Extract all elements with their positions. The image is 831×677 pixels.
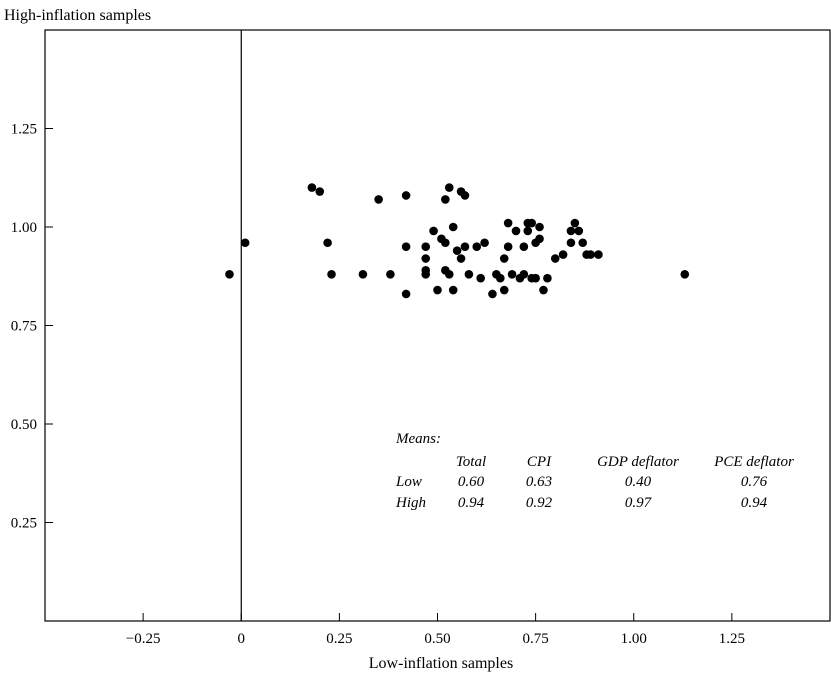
data-point <box>441 238 450 248</box>
data-point <box>441 195 450 204</box>
data-point <box>574 226 584 236</box>
data-point <box>452 246 462 255</box>
data-point <box>535 234 544 244</box>
data-point <box>519 269 529 279</box>
means-column-header: PCE deflator <box>713 454 794 470</box>
data-point <box>448 285 458 295</box>
data-point <box>531 273 540 283</box>
y-tick-label: 0.25 <box>11 516 37 532</box>
data-point <box>401 191 411 200</box>
data-point <box>401 242 411 251</box>
x-tick-label: 0.50 <box>424 631 450 647</box>
x-tick-label: 0 <box>238 631 246 647</box>
data-point <box>460 191 470 200</box>
data-point <box>535 222 544 232</box>
data-point <box>570 218 580 228</box>
data-point <box>519 242 529 251</box>
data-point <box>429 226 438 236</box>
scatter-points <box>225 183 690 299</box>
means-column-header: CPI <box>527 454 552 470</box>
data-point <box>433 285 442 295</box>
y-axis-title: High-inflation samples <box>4 7 151 24</box>
y-tick-label: 1.00 <box>11 220 37 236</box>
data-point <box>499 254 509 263</box>
data-point <box>444 269 454 279</box>
means-table: Means: Total CPI GDP deflator PCE deflator Lo… <box>395 431 794 511</box>
data-point <box>472 242 482 251</box>
data-point <box>566 226 576 236</box>
data-point <box>558 250 568 259</box>
data-point <box>507 269 517 279</box>
means-column-header: GDP deflator <box>597 454 679 470</box>
means-value: 0.94 <box>741 495 768 511</box>
x-axis-ticks: −0.25 0 0.25 0.50 0.75 1.00 1.25 <box>126 613 745 647</box>
means-row-label: Low <box>395 474 422 490</box>
data-point <box>460 242 470 251</box>
data-point <box>496 273 505 283</box>
y-axis-ticks: 0.25 0.50 0.75 1.00 1.25 <box>11 122 53 532</box>
data-point <box>511 226 521 236</box>
data-point <box>464 269 474 279</box>
means-value: 0.63 <box>526 474 552 490</box>
data-point <box>327 269 336 279</box>
y-tick-label: 0.50 <box>11 417 37 433</box>
data-point <box>523 226 533 236</box>
data-point <box>386 269 395 279</box>
data-point <box>358 269 368 279</box>
data-point <box>488 289 497 299</box>
data-point <box>499 285 509 295</box>
data-point <box>315 187 325 196</box>
means-column-header: Total <box>456 454 486 470</box>
data-point <box>680 269 690 279</box>
y-tick-label: 1.25 <box>11 122 37 138</box>
data-point <box>539 285 548 295</box>
x-axis-title: Low-inflation samples <box>369 655 513 672</box>
means-value: 0.60 <box>458 474 485 490</box>
data-point <box>401 289 411 299</box>
data-point <box>444 183 454 192</box>
data-point <box>503 242 513 251</box>
x-tick-label: 1.00 <box>621 631 647 647</box>
data-point <box>448 222 458 232</box>
data-point <box>578 238 588 248</box>
x-tick-label: 0.75 <box>523 631 549 647</box>
data-point <box>323 238 332 248</box>
means-value: 0.94 <box>458 495 485 511</box>
data-point <box>456 254 466 263</box>
data-point <box>586 250 595 259</box>
data-point <box>240 238 250 248</box>
data-point <box>421 242 431 251</box>
data-point <box>594 250 603 259</box>
data-point <box>374 195 383 204</box>
data-point <box>566 238 576 248</box>
means-value: 0.76 <box>741 474 768 490</box>
means-row-label: High <box>395 495 426 511</box>
x-tick-label: 0.25 <box>326 631 352 647</box>
x-tick-label: −0.25 <box>126 631 161 647</box>
data-point <box>550 254 560 263</box>
data-point <box>307 183 317 192</box>
data-point <box>503 218 513 228</box>
means-title: Means: <box>395 431 441 447</box>
means-value: 0.40 <box>625 474 652 490</box>
data-point <box>543 273 552 283</box>
data-point <box>476 273 485 283</box>
x-tick-label: 1.25 <box>719 631 745 647</box>
data-point <box>225 269 234 279</box>
y-tick-label: 0.75 <box>11 319 37 335</box>
plot-frame <box>44 29 831 622</box>
means-value: 0.92 <box>526 495 553 511</box>
data-point <box>480 238 489 248</box>
data-point <box>421 254 431 263</box>
data-point <box>527 218 536 228</box>
means-value: 0.97 <box>625 495 653 511</box>
data-point <box>421 269 431 279</box>
